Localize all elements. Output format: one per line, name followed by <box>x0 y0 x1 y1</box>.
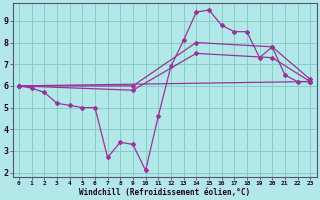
X-axis label: Windchill (Refroidissement éolien,°C): Windchill (Refroidissement éolien,°C) <box>79 188 250 197</box>
